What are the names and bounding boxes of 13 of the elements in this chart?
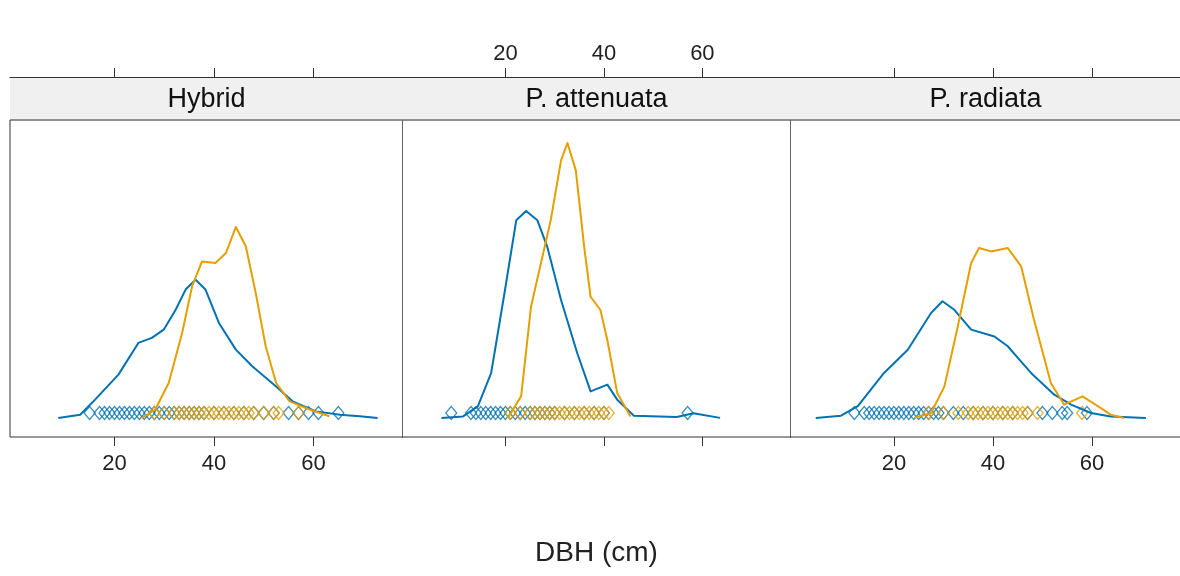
x-tick-label: 20 (881, 449, 907, 475)
chart-title: Hybrid (167, 82, 246, 113)
x-tick-label: 40 (201, 449, 227, 475)
x-tick-label: 60 (690, 39, 715, 65)
x-tick-label: 60 (301, 449, 326, 475)
x-axis-title: DBH (cm) (535, 535, 658, 567)
x-tick-label: 60 (1079, 449, 1105, 475)
chart-title: P. attenuata (525, 82, 669, 113)
x-tick-label: 20 (493, 39, 518, 65)
x-tick-label: 20 (102, 449, 127, 475)
chart-title: P. radiata (929, 82, 1043, 113)
x-tick-label: 40 (980, 449, 1006, 475)
x-tick-label: 40 (591, 39, 617, 65)
